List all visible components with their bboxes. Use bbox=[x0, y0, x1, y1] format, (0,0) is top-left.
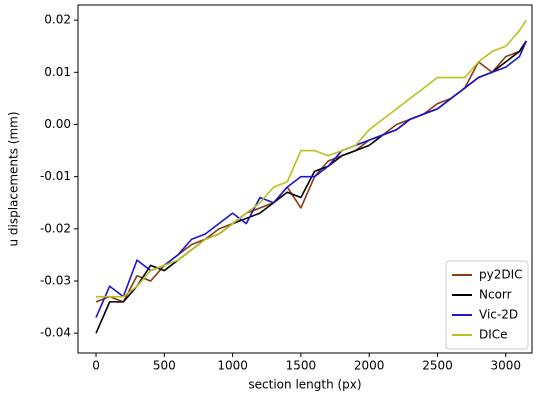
x-tick-label: 2000 bbox=[354, 359, 385, 373]
y-tick-label: -0.04 bbox=[40, 326, 71, 340]
x-tick-label: 3000 bbox=[491, 359, 522, 373]
y-tick-label: -0.02 bbox=[40, 221, 71, 235]
y-tick-label: -0.03 bbox=[40, 274, 71, 288]
y-tick-label: -0.01 bbox=[40, 169, 71, 183]
x-tick-label: 1500 bbox=[286, 359, 317, 373]
legend-label: Ncorr bbox=[479, 288, 512, 302]
y-tick-label: 0.01 bbox=[44, 65, 71, 79]
x-axis-label: section length (px) bbox=[248, 378, 361, 392]
legend-label: DICe bbox=[479, 328, 508, 342]
x-tick-label: 2500 bbox=[422, 359, 453, 373]
y-tick-label: 0.00 bbox=[44, 117, 71, 131]
legend-label: py2DIC bbox=[479, 268, 523, 282]
legend-label: Vic-2D bbox=[479, 308, 518, 322]
legend-box bbox=[445, 260, 529, 350]
x-tick-label: 0 bbox=[92, 359, 100, 373]
series-line bbox=[96, 19, 527, 298]
x-tick-label: 1000 bbox=[217, 359, 248, 373]
y-tick-label: 0.02 bbox=[44, 13, 71, 27]
plot-frame bbox=[77, 4, 533, 354]
series-line bbox=[95, 40, 527, 318]
y-axis-label: u displacements (mm) bbox=[7, 111, 21, 246]
x-tick-label: 500 bbox=[153, 359, 176, 373]
